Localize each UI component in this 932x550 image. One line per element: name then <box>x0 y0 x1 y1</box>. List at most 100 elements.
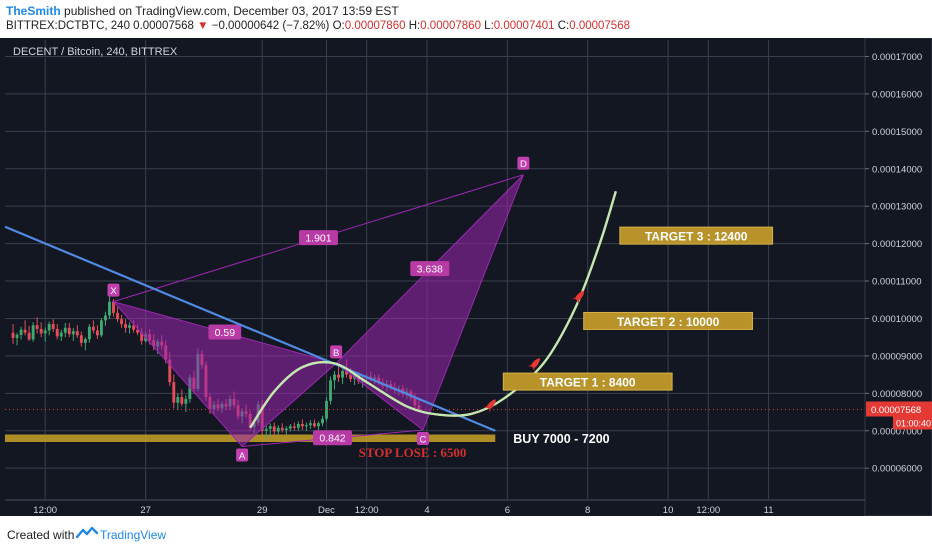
candle-body <box>341 370 345 378</box>
candle-body <box>63 327 67 333</box>
rocket-icon <box>572 290 585 304</box>
candle-body <box>87 326 91 340</box>
candle-body <box>75 331 79 336</box>
candle-body <box>43 330 47 334</box>
candle-body <box>27 332 31 340</box>
y-tick-label: 0.00015000 <box>872 127 922 138</box>
x-tick-label: 4 <box>424 505 429 516</box>
tradingview-brand[interactable]: TradingView <box>100 528 167 542</box>
price-axis <box>864 38 932 516</box>
candle-body <box>288 426 292 429</box>
target-label-1: TARGET 1 : 8400 <box>540 376 636 390</box>
x-tick-label: 27 <box>140 505 151 516</box>
candle-body <box>312 423 316 427</box>
y-tick-label: 0.00014000 <box>872 164 922 175</box>
candle-body <box>140 332 144 341</box>
candle-body <box>292 426 296 428</box>
candle-body <box>71 331 75 335</box>
x-tick-label: 12:00 <box>696 505 720 516</box>
candle-body <box>19 329 23 335</box>
candle-body <box>47 324 51 331</box>
candle-body <box>128 325 132 328</box>
candle-body <box>349 374 353 380</box>
pattern-point-box <box>236 448 249 462</box>
low-value: 0.00007401 <box>493 20 555 32</box>
y-tick-label: 0.00017000 <box>872 52 922 63</box>
candle-body <box>264 428 268 431</box>
price-chart[interactable]: 0.00017000 0.00016000 0.00015000 0.00014000… <box>0 38 932 516</box>
rocket-body <box>530 358 540 369</box>
chart-header: TheSmith published on TradingView.com, D… <box>0 0 932 38</box>
close-label: C: <box>557 20 570 32</box>
pattern-point-label: D <box>520 159 527 170</box>
pattern-point-box <box>517 156 530 170</box>
stop-loss-label: STOP LOSE : 6500 <box>359 445 467 460</box>
pattern-ratio-label: 0.842 <box>319 433 345 445</box>
published-text: published on TradingView.com, December 0… <box>64 4 399 18</box>
rocket-icon <box>527 358 540 372</box>
candle-body <box>83 339 87 343</box>
change-text: −0.00000642 (−7.82%) <box>211 20 330 32</box>
target-label-2: TARGET 2 : 10000 <box>617 315 720 329</box>
candle-body <box>345 370 349 375</box>
candle-body <box>280 427 284 431</box>
rocket-fin <box>572 297 580 304</box>
rocket-fin <box>527 364 536 372</box>
candle-body <box>104 315 107 321</box>
candle-body <box>55 328 59 337</box>
x-tick-label: Dec <box>318 505 335 516</box>
candle-body <box>184 398 188 404</box>
rocket-icon <box>483 399 496 413</box>
candle-body <box>300 424 304 427</box>
candle-body <box>284 428 288 431</box>
candle-body <box>276 427 280 432</box>
rocket-body <box>574 290 585 302</box>
pattern-ratio-box <box>313 430 353 446</box>
y-tick-label: 0.00006000 <box>872 464 922 475</box>
countdown-badge <box>893 416 932 430</box>
pattern-ratio-label: 3.638 <box>417 264 443 276</box>
tradingview-logo-icon <box>76 526 98 539</box>
chart-area[interactable]: 0.00017000 0.00016000 0.00015000 0.00014000… <box>0 38 932 516</box>
pattern-point-box <box>330 345 343 359</box>
high-value: 0.00007860 <box>420 20 481 32</box>
y-tick-label: 0.00007000 <box>872 426 922 437</box>
candle-body <box>333 374 336 381</box>
author-link[interactable]: TheSmith <box>6 4 61 18</box>
pattern-point-label: C <box>420 435 427 446</box>
candle-body <box>112 301 115 313</box>
x-tick-label: 10 <box>663 505 674 516</box>
chart-title: DECENT / Bitcoin, 240, BITTREX <box>13 46 178 58</box>
candle-body <box>308 423 312 426</box>
footer: Created with TradingView <box>0 516 932 550</box>
y-tick-label: 0.00008000 <box>872 389 922 400</box>
candle-body <box>35 325 39 329</box>
target-box-3 <box>619 226 774 245</box>
last-price: 0.00007568 <box>133 20 194 32</box>
pattern-point-label: B <box>333 348 339 359</box>
x-tick-label: 12:00 <box>33 505 57 516</box>
x-tick-label: 11 <box>764 505 774 516</box>
change-arrow-icon: ▼ <box>197 20 209 32</box>
symbol-label: BITTREX:DCTBTC, 240 <box>6 20 130 32</box>
candle-body <box>108 301 111 316</box>
y-tick-label: 0.00012000 <box>872 239 922 250</box>
candle-body <box>67 327 71 335</box>
candle-body <box>136 329 140 333</box>
candle-body <box>124 324 128 328</box>
candle-body <box>337 374 340 378</box>
pattern-point-box <box>416 432 429 446</box>
high-label: H: <box>408 20 421 32</box>
y-tick-label: 0.00013000 <box>872 202 922 213</box>
y-tick-label: 0.00010000 <box>872 314 922 325</box>
candle-body <box>325 400 328 419</box>
open-value: 0.00007860 <box>344 20 406 32</box>
symbol-line: BITTREX:DCTBTC, 240 0.00007568 ▼ −0.0000… <box>6 20 630 32</box>
candle-body <box>39 328 43 334</box>
x-tick-label: 29 <box>257 505 268 516</box>
low-label: L: <box>484 20 494 32</box>
pattern-point-label: X <box>110 286 117 297</box>
x-tick-label: 8 <box>585 505 590 516</box>
candle-body <box>51 324 55 329</box>
candle-body <box>317 423 320 427</box>
